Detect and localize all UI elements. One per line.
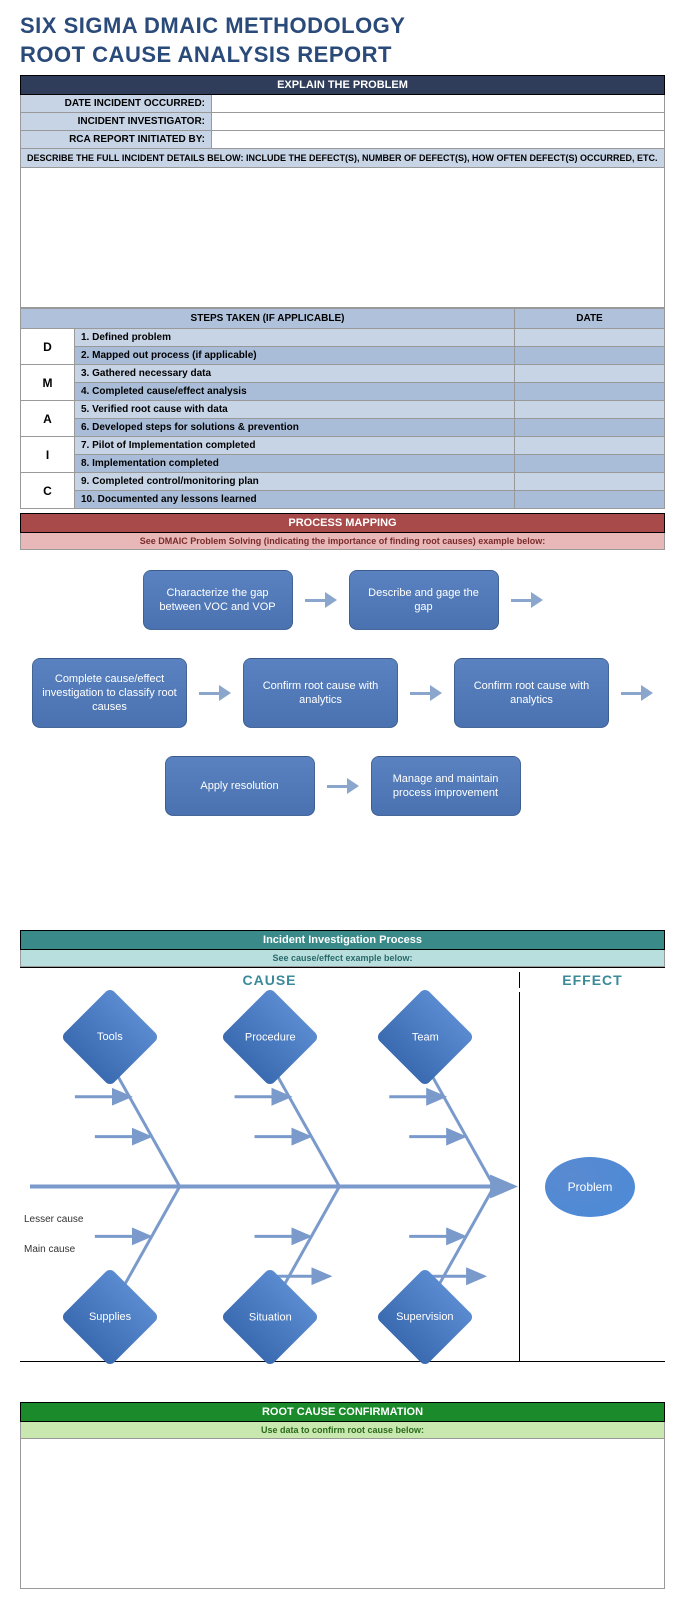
step-text: 9. Completed control/monitoring plan [75, 473, 515, 491]
step-text: 1. Defined problem [75, 329, 515, 347]
steps-header-left: STEPS TAKEN (IF APPLICABLE) [21, 309, 515, 329]
step-text: 10. Documented any lessons learned [75, 491, 515, 509]
page: SIX SIGMA DMAIC METHODOLOGY ROOT CAUSE A… [0, 0, 685, 1609]
step-text: 6. Developed steps for solutions & preve… [75, 419, 515, 437]
arrow-right-icon [199, 685, 231, 701]
step-text: 8. Implementation completed [75, 455, 515, 473]
step-date[interactable] [515, 455, 665, 473]
section-rootcause-sub: Use data to confirm root cause below: [20, 1422, 665, 1439]
step-date[interactable] [515, 383, 665, 401]
flow-box: Manage and maintain process improvement [371, 756, 521, 816]
step-text: 5. Verified root cause with data [75, 401, 515, 419]
fishbone-diagram: Lesser cause Main cause ToolsProcedureTe… [20, 992, 665, 1362]
form-row: INCIDENT INVESTIGATOR: [20, 113, 665, 131]
dmaic-letter: A [21, 401, 75, 437]
dmaic-letter: D [21, 329, 75, 365]
rootcause-area[interactable] [20, 1439, 665, 1589]
step-date[interactable] [515, 401, 665, 419]
form-label: DATE INCIDENT OCCURRED: [21, 95, 211, 112]
page-title-1: SIX SIGMA DMAIC METHODOLOGY [20, 12, 665, 41]
steps-table: STEPS TAKEN (IF APPLICABLE) DATE D1. Def… [20, 308, 665, 509]
step-date[interactable] [515, 491, 665, 509]
dmaic-letter: I [21, 437, 75, 473]
form-value[interactable] [211, 113, 664, 130]
step-text: 3. Gathered necessary data [75, 365, 515, 383]
step-date[interactable] [515, 473, 665, 491]
section-process-header: PROCESS MAPPING [20, 513, 665, 533]
step-date[interactable] [515, 329, 665, 347]
flow-row: Apply resolution Manage and maintain proc… [20, 756, 665, 816]
step-text: 2. Mapped out process (if applicable) [75, 347, 515, 365]
form-value[interactable] [211, 95, 664, 112]
flow-diagram: Characterize the gap between VOC and VOP… [20, 550, 665, 890]
form-value[interactable] [211, 131, 664, 148]
form-row: RCA REPORT INITIATED BY: [20, 131, 665, 149]
flow-row: Characterize the gap between VOC and VOP… [20, 570, 665, 630]
step-text: 4. Completed cause/effect analysis [75, 383, 515, 401]
main-cause-label: Main cause [24, 1244, 75, 1255]
section-process-sub: See DMAIC Problem Solving (indicating th… [20, 533, 665, 550]
dmaic-letter: C [21, 473, 75, 509]
lesser-cause-label: Lesser cause [24, 1214, 83, 1225]
form-label: RCA REPORT INITIATED BY: [21, 131, 211, 148]
arrow-right-icon [621, 685, 653, 701]
section-incident-sub: See cause/effect example below: [20, 950, 665, 967]
flow-box: Characterize the gap between VOC and VOP [143, 570, 293, 630]
arrow-right-icon [410, 685, 442, 701]
cause-label: CAUSE [20, 972, 520, 988]
flow-box: Confirm root cause with analytics [454, 658, 609, 728]
incident-details-area[interactable] [20, 168, 665, 308]
section-rootcause-header: ROOT CAUSE CONFIRMATION [20, 1402, 665, 1422]
form-label: INCIDENT INVESTIGATOR: [21, 113, 211, 130]
step-date[interactable] [515, 347, 665, 365]
step-date[interactable] [515, 437, 665, 455]
dmaic-letter: M [21, 365, 75, 401]
form-row: DATE INCIDENT OCCURRED: [20, 95, 665, 113]
arrow-right-icon [511, 592, 543, 608]
arrow-right-icon [305, 592, 337, 608]
form-rows: DATE INCIDENT OCCURRED:INCIDENT INVESTIG… [20, 95, 665, 149]
cause-effect-header: CAUSE EFFECT [20, 967, 665, 992]
flow-box: Confirm root cause with analytics [243, 658, 398, 728]
page-title-2: ROOT CAUSE ANALYSIS REPORT [20, 41, 665, 70]
flow-box: Describe and gage the gap [349, 570, 499, 630]
section-explain-header: EXPLAIN THE PROBLEM [20, 75, 665, 95]
effect-label: EFFECT [520, 972, 665, 988]
flow-box: Apply resolution [165, 756, 315, 816]
step-date[interactable] [515, 365, 665, 383]
arrow-right-icon [327, 778, 359, 794]
fishbone-problem: Problem [545, 1157, 635, 1217]
section-incident-header: Incident Investigation Process [20, 930, 665, 950]
flow-box: Complete cause/effect investigation to c… [32, 658, 187, 728]
step-text: 7. Pilot of Implementation completed [75, 437, 515, 455]
describe-label: DESCRIBE THE FULL INCIDENT DETAILS BELOW… [20, 149, 665, 168]
flow-row: Complete cause/effect investigation to c… [20, 658, 665, 728]
steps-header-right: DATE [515, 309, 665, 329]
step-date[interactable] [515, 419, 665, 437]
